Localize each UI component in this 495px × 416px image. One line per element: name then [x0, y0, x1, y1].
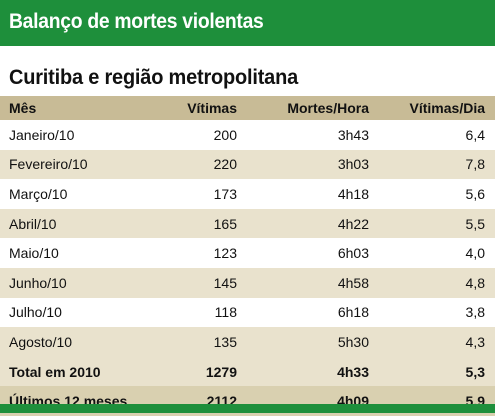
cell-victims-per-day: 4,8	[465, 274, 485, 291]
title-bar: Balanço de mortes violentas	[0, 0, 495, 46]
table-row: Maio/10 123 6h03 4,0	[0, 238, 495, 268]
cell-month: Junho/10	[9, 274, 67, 291]
column-header-victims: Vítimas	[187, 100, 237, 116]
cell-month: Julho/10	[9, 304, 62, 321]
table-header-row: Mês Vítimas Mortes/Hora Vítimas/Dia	[0, 96, 495, 120]
table-row: Fevereiro/10 220 3h03 7,8	[0, 149, 495, 180]
cell-deaths-per-hour: 3h43	[337, 126, 369, 143]
cell-victims: 200	[213, 126, 237, 143]
column-header-victims-per-day: Vítimas/Dia	[409, 100, 485, 116]
cell-month: Fevereiro/10	[9, 156, 88, 173]
cell-victims-per-day: 5,3	[465, 363, 485, 380]
cell-victims-per-day: 4,3	[465, 333, 485, 350]
cell-month: Março/10	[9, 185, 68, 202]
cell-month: Janeiro/10	[9, 126, 75, 143]
cell-victims-per-day: 6,4	[465, 126, 485, 143]
table-row: Junho/10 145 4h58 4,8	[0, 267, 495, 298]
cell-victims: 173	[213, 185, 237, 202]
cell-victims-per-day: 3,8	[465, 304, 485, 321]
cell-month: Maio/10	[9, 245, 59, 262]
cell-month: Total em 2010	[9, 363, 101, 380]
cell-victims: 135	[213, 333, 237, 350]
bottom-bar	[0, 404, 495, 413]
cell-victims-per-day: 5,6	[465, 185, 485, 202]
table-row: Janeiro/10 200 3h43 6,4	[0, 120, 495, 150]
table-row: Agosto/10 135 5h30 4,3	[0, 327, 495, 357]
table-row: Julho/10 118 6h18 3,8	[0, 298, 495, 328]
cell-deaths-per-hour: 6h18	[337, 304, 369, 321]
cell-victims-per-day: 7,8	[465, 156, 485, 173]
cell-victims: 1279	[205, 363, 237, 380]
cell-month: Abril/10	[9, 215, 57, 232]
data-table: Mês Vítimas Mortes/Hora Vítimas/Dia Jane…	[0, 96, 495, 416]
table-row-total: Total em 2010 1279 4h33 5,3	[0, 356, 495, 387]
cell-month: Agosto/10	[9, 333, 73, 350]
column-header-deaths-per-hour: Mortes/Hora	[287, 100, 369, 116]
cell-deaths-per-hour: 6h03	[337, 245, 369, 262]
cell-victims-per-day: 4,0	[465, 245, 485, 262]
table-row: Março/10 173 4h18 5,6	[0, 179, 495, 209]
cell-deaths-per-hour: 4h33	[337, 363, 369, 380]
page-title: Balanço de mortes violentas	[9, 10, 264, 33]
cell-deaths-per-hour: 5h30	[337, 333, 369, 350]
cell-victims: 145	[213, 274, 237, 291]
column-header-month: Mês	[9, 100, 37, 116]
cell-deaths-per-hour: 4h18	[337, 185, 369, 202]
cell-victims: 118	[214, 304, 237, 321]
table-row: Abril/10 165 4h22 5,5	[0, 208, 495, 239]
cell-deaths-per-hour: 3h03	[337, 156, 369, 173]
cell-victims: 123	[213, 245, 237, 262]
table-subtitle: Curitiba e região metropolitana	[9, 66, 298, 89]
cell-deaths-per-hour: 4h58	[337, 274, 369, 291]
cell-deaths-per-hour: 4h22	[337, 215, 369, 232]
cell-victims-per-day: 5,5	[465, 215, 485, 232]
cell-victims: 165	[213, 215, 237, 232]
cell-victims: 220	[213, 156, 237, 173]
